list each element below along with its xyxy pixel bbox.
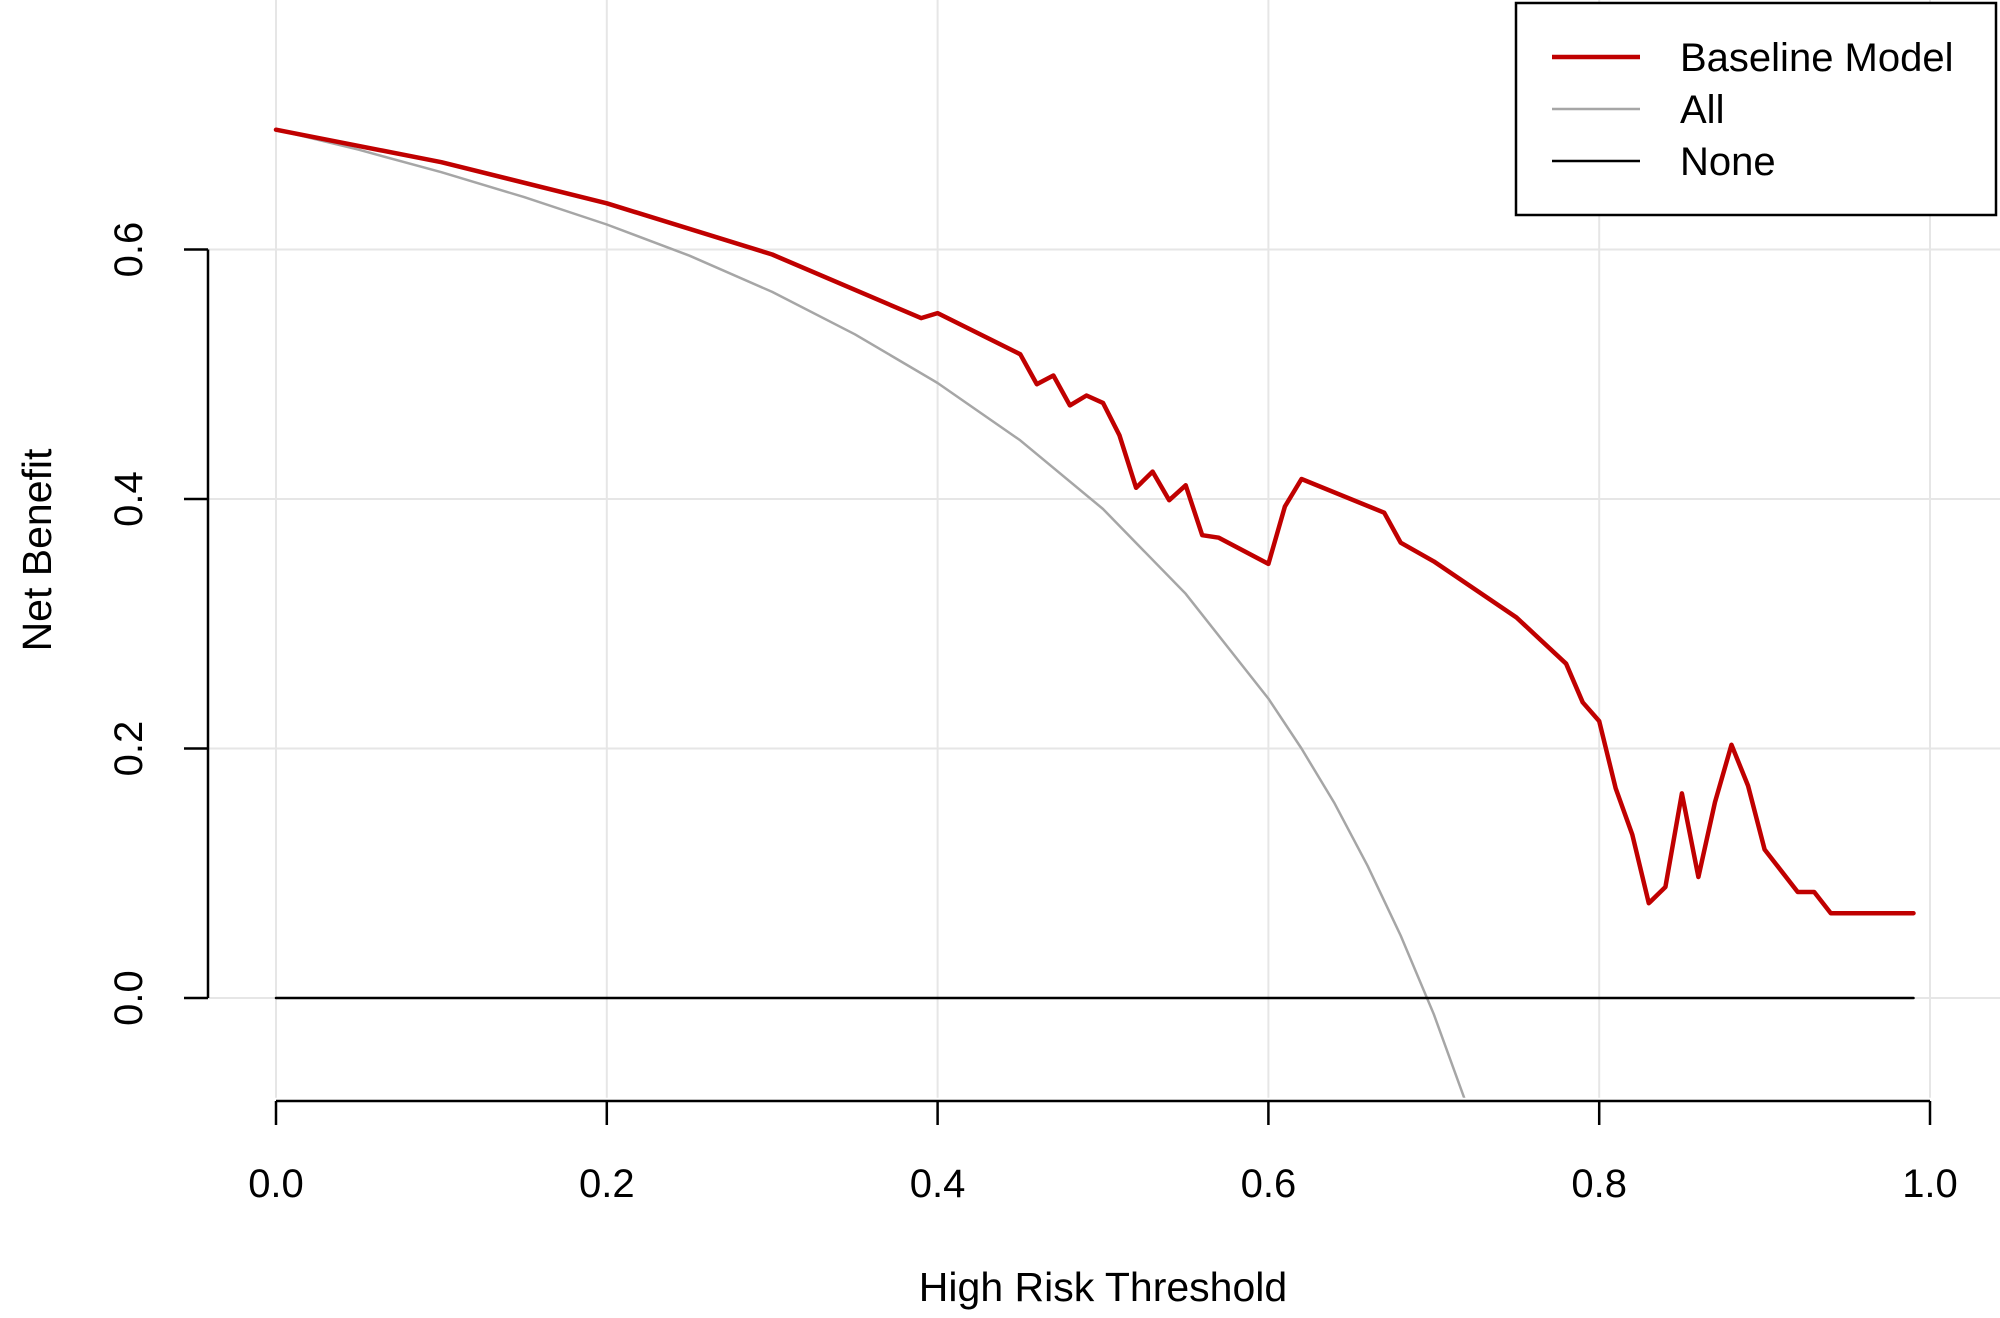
legend-label-baseline-model: Baseline Model: [1680, 36, 1954, 80]
x-tick-label: 1.0: [1902, 1162, 1958, 1206]
x-axis-title: High Risk Threshold: [919, 1264, 1287, 1310]
y-tick-label: 0.4: [107, 471, 151, 527]
series-line-all: [274, 128, 1466, 1098]
legend-label-none: None: [1680, 140, 1776, 184]
y-axis-title: Net Benefit: [14, 448, 60, 651]
y-tick-label: 0.6: [107, 222, 151, 278]
x-tick-label: 0.0: [248, 1162, 304, 1206]
axes: 0.0 0.2 0.4 0.6 0.8 1.0 0.0 0.2 0.4 0.6: [107, 222, 1958, 1206]
x-tick-label: 0.2: [579, 1162, 635, 1206]
x-tick-label: 0.8: [1571, 1162, 1627, 1206]
legend: Baseline Model All None: [1514, 1, 1998, 217]
legend-label-all: All: [1680, 88, 1724, 132]
y-tick-label: 0.2: [107, 721, 151, 777]
series-line-baseline-model: [273, 127, 1916, 916]
series-lines: [273, 127, 1916, 1098]
x-tick-label: 0.6: [1241, 1162, 1297, 1206]
y-tick-label: 0.0: [107, 970, 151, 1026]
x-tick-label: 0.4: [910, 1162, 966, 1206]
